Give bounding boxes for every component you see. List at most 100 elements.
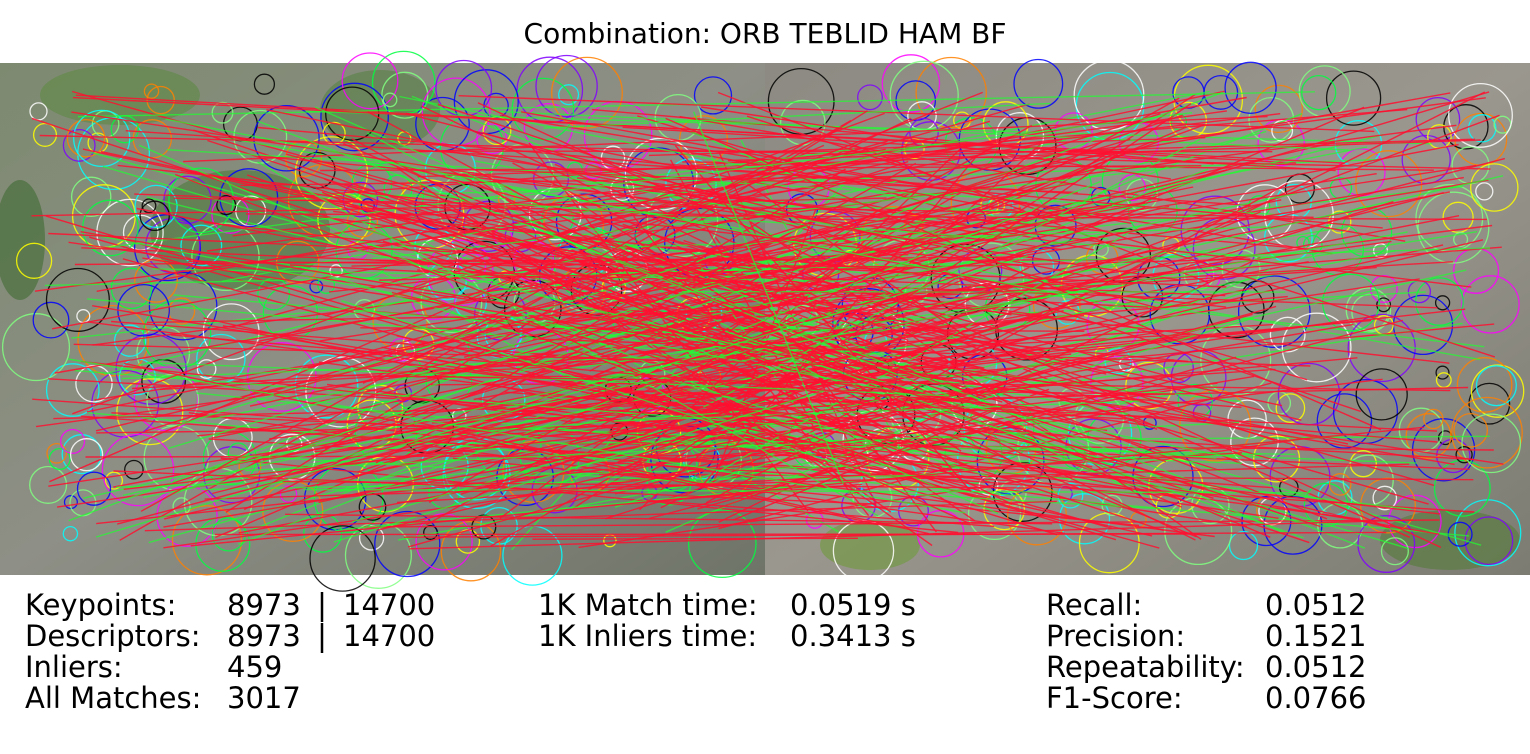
keypoint-circle bbox=[141, 198, 157, 214]
stat-value: 0.0512 bbox=[1265, 650, 1366, 684]
outlier-line bbox=[641, 440, 1243, 464]
keypoint-circle bbox=[134, 184, 178, 229]
keypoint-circle bbox=[115, 333, 187, 405]
keypoint-circle bbox=[1263, 495, 1323, 555]
outlier-line bbox=[147, 361, 950, 397]
keypoint-circle bbox=[1417, 191, 1490, 264]
match-line bbox=[183, 115, 1268, 163]
keypoint-circle bbox=[279, 485, 298, 503]
match-line bbox=[592, 306, 1189, 363]
keypoint-circle bbox=[96, 198, 164, 267]
outlier-line bbox=[693, 111, 844, 485]
match-line bbox=[727, 138, 1476, 162]
match-line bbox=[225, 110, 868, 513]
match-line bbox=[144, 500, 1057, 532]
match-line bbox=[458, 95, 1375, 133]
match-line bbox=[591, 298, 1013, 505]
keypoint-circle bbox=[69, 438, 104, 472]
match-line bbox=[634, 201, 1027, 261]
keypoint-circle bbox=[1224, 61, 1277, 114]
keypoint-circle bbox=[1456, 357, 1513, 413]
keypoint-circle bbox=[1302, 234, 1323, 255]
match-line bbox=[232, 113, 1281, 237]
keypoint-circle bbox=[1118, 173, 1146, 202]
keypoint-circle bbox=[1054, 112, 1093, 151]
keypoint-circle bbox=[1434, 295, 1451, 311]
keypoint-circle bbox=[1355, 368, 1408, 421]
match-line bbox=[477, 102, 1442, 549]
keypoint-circle bbox=[1448, 82, 1513, 148]
keypoint-circle bbox=[687, 509, 757, 579]
keypoint-circle bbox=[471, 514, 497, 540]
keypoint-circle bbox=[294, 354, 359, 419]
keypoint-circle bbox=[1468, 382, 1511, 425]
outlier-line bbox=[504, 202, 1277, 259]
keypoint-circle bbox=[1101, 152, 1159, 210]
match-line bbox=[190, 426, 1425, 547]
outlier-line bbox=[559, 231, 1478, 372]
match-line bbox=[351, 138, 885, 428]
stat-value: 14700 bbox=[343, 619, 435, 653]
outlier-line bbox=[74, 369, 1217, 459]
stat-value: 3017 bbox=[227, 681, 301, 715]
keypoint-circle bbox=[1475, 182, 1494, 201]
match-line bbox=[532, 537, 858, 540]
keypoint-circle bbox=[329, 264, 343, 278]
keypoint-circle bbox=[1461, 275, 1520, 334]
keypoint-circle bbox=[305, 356, 377, 428]
outlier-line bbox=[245, 421, 1240, 472]
match-line bbox=[53, 386, 1469, 420]
keypoint-circle bbox=[342, 181, 379, 218]
match-line bbox=[266, 109, 1095, 279]
stat-label: F1-Score: bbox=[1046, 681, 1183, 715]
keypoint-circle bbox=[48, 447, 71, 471]
leaf bbox=[40, 65, 200, 125]
match-line bbox=[324, 120, 991, 317]
match-line bbox=[262, 353, 800, 461]
keypoint-circle bbox=[191, 222, 260, 292]
outlier-line bbox=[567, 226, 1272, 250]
keypoint-circle bbox=[82, 199, 139, 257]
keypoint-circle bbox=[1104, 347, 1132, 375]
outlier-line bbox=[68, 358, 966, 514]
keypoint-circle bbox=[1345, 287, 1392, 333]
match-line bbox=[140, 133, 822, 512]
match-line bbox=[72, 112, 885, 415]
match-line bbox=[662, 359, 1148, 427]
keypoint-circle bbox=[535, 54, 598, 118]
match-line bbox=[530, 321, 969, 524]
keypoint-circle bbox=[253, 73, 276, 95]
keypoint-circle bbox=[1058, 493, 1111, 545]
match-line bbox=[733, 405, 1005, 521]
outlier-line bbox=[91, 151, 1482, 546]
match-line bbox=[425, 234, 1321, 528]
match-line bbox=[257, 126, 1383, 229]
keypoint-circle bbox=[1453, 412, 1489, 448]
match-line bbox=[204, 221, 1450, 364]
keypoint-circle bbox=[1467, 114, 1497, 143]
match-line bbox=[171, 334, 1438, 443]
outlier-line bbox=[681, 290, 1286, 293]
keypoint-circle bbox=[1455, 446, 1473, 464]
match-line bbox=[220, 457, 959, 534]
keypoint-circle bbox=[309, 525, 376, 592]
stat-value: 0.1521 bbox=[1265, 619, 1366, 653]
keypoint-circle bbox=[1316, 393, 1373, 449]
stat-label: Recall: bbox=[1046, 588, 1142, 622]
match-line bbox=[119, 119, 852, 541]
keypoint-circle bbox=[915, 56, 987, 129]
match-line bbox=[605, 239, 1328, 520]
keypoint-circle bbox=[253, 105, 320, 172]
keypoint-circle bbox=[113, 324, 147, 357]
match-line bbox=[295, 374, 1451, 392]
outlier-line bbox=[305, 110, 1432, 145]
match-line bbox=[475, 168, 1078, 194]
keypoint-circle bbox=[1376, 297, 1392, 313]
keypoint-circle bbox=[1328, 473, 1352, 496]
keypoint-circle bbox=[66, 118, 106, 158]
keypoint-circle bbox=[62, 525, 79, 542]
match-line bbox=[421, 105, 909, 342]
match-line bbox=[391, 291, 1391, 529]
keypoint-circle bbox=[45, 363, 100, 417]
match-line bbox=[346, 205, 1107, 375]
